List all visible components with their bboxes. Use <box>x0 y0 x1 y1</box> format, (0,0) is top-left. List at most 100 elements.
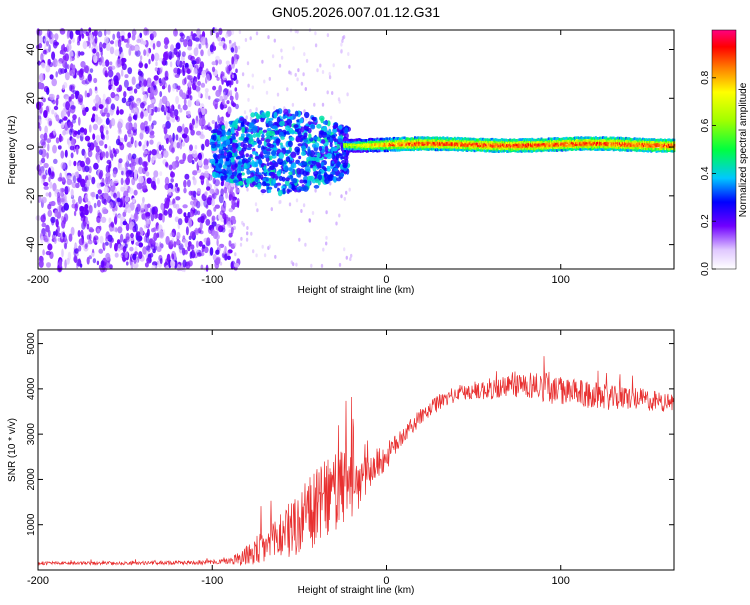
spectrogram-cell <box>170 178 174 183</box>
spectrogram-cell <box>175 203 180 210</box>
spectrogram-cell <box>232 179 239 183</box>
spectrogram-cell <box>166 100 170 107</box>
spectrogram-cell <box>53 105 59 111</box>
spectrogram-cell <box>157 67 162 75</box>
spectrogram-cell <box>375 144 378 148</box>
spectrogram-cell <box>120 186 123 191</box>
spectrogram-cell <box>119 233 124 243</box>
spectrogram-cell <box>379 147 382 150</box>
spectrogram-cell <box>71 181 77 189</box>
spectrogram-cell <box>109 46 115 55</box>
spectrogram-cell <box>173 241 177 248</box>
spectrogram-cell <box>187 75 193 81</box>
spectrogram-cell <box>182 78 186 86</box>
spectrogram-cell <box>226 151 233 159</box>
spectrogram-cell <box>136 182 143 190</box>
spectrogram-cell <box>142 161 148 168</box>
spectrogram-cell <box>217 114 220 124</box>
spectrogram-cell <box>352 142 355 146</box>
spectrogram-cell <box>187 80 192 88</box>
spectrogram-cell <box>238 164 242 172</box>
spectrogram-cell <box>265 111 271 118</box>
spectrogram-cell <box>119 137 125 143</box>
spectrogram-cell <box>172 132 175 142</box>
spectrogram-cell <box>150 180 156 189</box>
spectrogram-cell <box>86 223 90 230</box>
spectrogram-cell <box>208 195 213 201</box>
spectrogram-cell <box>177 208 183 215</box>
spectrogram-cell <box>214 166 221 172</box>
spectrogram-cell <box>268 76 271 81</box>
spectrogram-cell <box>239 242 243 247</box>
spectrogram-cell <box>266 148 272 152</box>
spectrogram-cell <box>391 146 393 150</box>
spectrogram-cell <box>337 153 344 157</box>
spectrogram-cell <box>90 252 95 257</box>
spectrogram-cell <box>175 183 178 188</box>
spectrogram-cell <box>94 86 98 91</box>
spectrogram-cell <box>87 239 93 245</box>
spectrogram-cell <box>208 126 212 131</box>
spectrogram-cell <box>105 252 111 261</box>
spectrogram-cell <box>50 200 56 207</box>
spectrogram-cell <box>237 161 243 165</box>
spectrogram-cell <box>190 129 195 136</box>
spectrogram-cell <box>298 155 302 160</box>
spectrogram-cell <box>94 35 98 44</box>
spectrogram-cell <box>200 82 206 88</box>
spectrogram-cell <box>388 144 391 147</box>
spectrogram-cell <box>232 143 237 149</box>
spectrogram-cell <box>347 144 350 148</box>
spectrogram-cell <box>123 38 128 43</box>
spectrogram-cell <box>137 112 141 119</box>
spectrogram-cell <box>307 149 312 155</box>
spectrogram-cell <box>228 240 232 247</box>
spectrogram-cell <box>109 40 115 45</box>
spectrogram-cell <box>109 65 116 71</box>
spectrogram-cell <box>158 102 162 109</box>
spectrogram-cell <box>214 204 220 209</box>
spectrogram-cell <box>245 115 248 120</box>
spectrogram-cell <box>93 77 98 84</box>
spectrogram-cell <box>237 45 241 50</box>
spectrogram-cell <box>314 43 318 48</box>
spectrogram-cell <box>52 182 57 192</box>
spectrogram-cell <box>64 71 70 81</box>
spectrogram-cell <box>325 235 328 240</box>
spectrogram-cell <box>294 72 297 77</box>
spectrogram-cell <box>51 34 55 39</box>
spectrogram-cell <box>149 150 152 156</box>
spectrogram-cell <box>127 32 132 39</box>
spectrogram-cell <box>53 158 58 164</box>
spectrogram-cell <box>42 249 45 256</box>
spectrogram-cell <box>240 133 245 138</box>
spectrogram-cell <box>249 116 253 121</box>
spectrogram-cell <box>151 149 157 156</box>
spectrogram-cell <box>228 208 234 213</box>
spectrogram-cell <box>354 150 357 153</box>
spectrogram-cell <box>265 138 271 143</box>
spectrogram-cell <box>145 171 150 177</box>
spectrogram-cell <box>201 70 206 78</box>
spectrogram-cell <box>320 161 325 167</box>
spectrogram-cell <box>146 47 150 57</box>
spectrogram-cell <box>175 134 179 141</box>
spectrogram-cell <box>296 187 300 191</box>
spectrogram-cell <box>87 141 91 146</box>
spectrogram-cell <box>119 109 124 115</box>
spectrogram-x-label: Height of straight line (km) <box>298 285 415 296</box>
spectrogram-cell <box>258 159 263 165</box>
spectrogram-cell <box>242 222 245 227</box>
spectrogram-cell <box>326 167 331 172</box>
spectrogram-cell <box>170 44 175 52</box>
spectrogram-cell <box>151 236 155 246</box>
spectrogram-cell <box>60 150 65 159</box>
spectrogram-cell <box>255 176 259 183</box>
spectrogram-cell <box>319 63 322 68</box>
spectrogram-cell <box>123 91 127 98</box>
spectrogram-cell <box>266 127 272 132</box>
spectrogram-cell <box>333 128 338 133</box>
spectrogram-cell <box>308 133 312 139</box>
spectrogram-cell <box>246 226 249 230</box>
spectrogram-cell <box>279 199 282 204</box>
